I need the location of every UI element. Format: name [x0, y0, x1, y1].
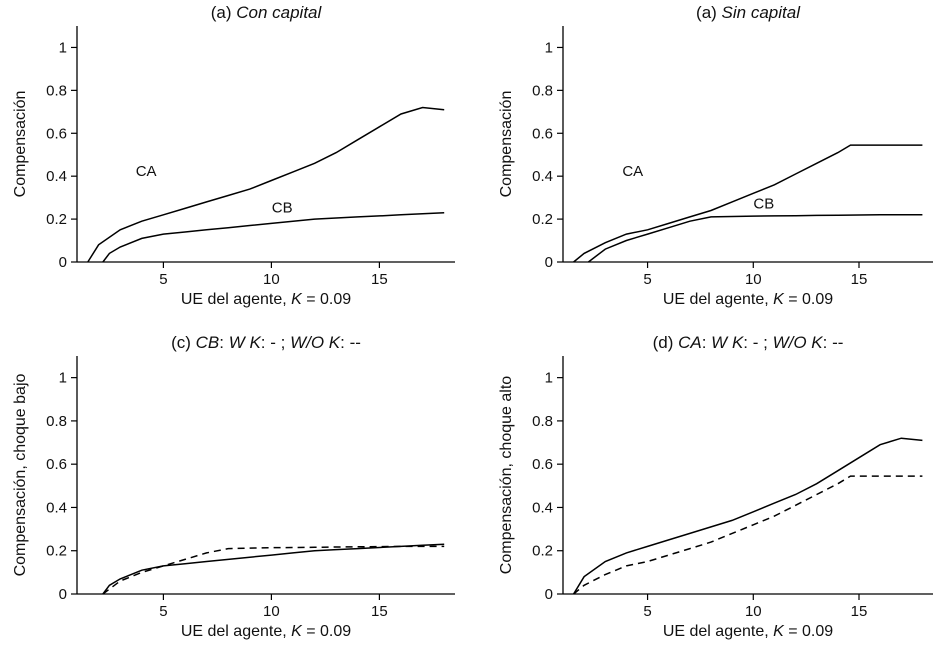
x-tick-label: 10 [745, 603, 762, 620]
text-part: Con capital [236, 3, 322, 22]
chart-title: (a) Con capital [211, 3, 323, 22]
text-part: UE del agente, [181, 623, 291, 640]
series-annotation: CA [136, 163, 157, 180]
y-tick-label: 0.4 [46, 168, 67, 185]
y-tick-label: 1 [545, 39, 553, 56]
text-part: W/O K [773, 333, 824, 352]
y-tick-label: 0.2 [532, 211, 553, 228]
y-tick-label: 0.2 [532, 543, 553, 560]
text-part: = 0.09 [302, 623, 351, 640]
chart-title: (d) CA: W K: - ; W/O K: -- [653, 333, 844, 352]
text-part: = 0.09 [784, 291, 833, 308]
series-annotation: CB [753, 195, 774, 212]
series-annotation: CB [272, 200, 293, 217]
text-part: K [291, 623, 303, 640]
text-part: W K [229, 333, 262, 352]
x-axis-label: UE del agente, K = 0.09 [181, 623, 351, 640]
x-tick-label: 15 [371, 271, 388, 288]
y-tick-label: 0.4 [46, 499, 67, 516]
series-line-ca [87, 106, 445, 263]
y-tick-label: 0.8 [532, 82, 553, 99]
text-part: : -- [823, 333, 844, 352]
text-part: (d) [653, 333, 679, 352]
y-tick-label: 0 [545, 254, 553, 271]
y-tick-label: 0.6 [532, 456, 553, 473]
text-part: K [291, 291, 303, 308]
chart-title: (a) Sin capital [696, 3, 801, 22]
x-tick-label: 15 [371, 603, 388, 620]
text-part: : [219, 333, 228, 352]
x-tick-label: 5 [643, 271, 651, 288]
text-part: CB [196, 333, 220, 352]
text-part: : - ; [261, 333, 290, 352]
series-line-1 [102, 543, 445, 595]
y-tick-label: 0 [59, 254, 67, 271]
text-part: Sin capital [722, 3, 802, 22]
y-tick-label: 0 [545, 586, 553, 603]
series-line-ca [573, 144, 923, 263]
y-tick-label: 0.4 [532, 499, 553, 516]
x-axis-label: UE del agente, K = 0.09 [663, 623, 833, 640]
y-tick-label: 0.6 [532, 125, 553, 142]
text-part: W/O K [290, 333, 341, 352]
chart-panel-4: 00.20.40.60.815 10 15(d) CA: W K: - ; W/O … [498, 333, 933, 640]
x-tick-label: 10 [263, 603, 280, 620]
text-part: K [773, 291, 785, 308]
y-axis-label: Compensación, choque bajo [12, 374, 29, 577]
series-line-cb [587, 214, 923, 263]
x-tick-label: 10 [263, 271, 280, 288]
x-axis-label: UE del agente, K = 0.09 [663, 291, 833, 308]
series-annotation: CA [622, 163, 643, 180]
y-tick-label: 0.6 [46, 456, 67, 473]
x-tick-label: 5 [643, 603, 651, 620]
text-part: UE del agente, [663, 291, 773, 308]
y-tick-label: 1 [59, 370, 67, 387]
text-part: (a) [696, 3, 722, 22]
chart-title: (c) CB: W K: - ; W/O K: -- [171, 333, 361, 352]
text-part: UE del agente, [663, 623, 773, 640]
text-part: W K [711, 333, 744, 352]
y-tick-label: 0.6 [46, 125, 67, 142]
y-axis-label: Compensación [498, 91, 515, 198]
y-axis-label: Compensación [12, 91, 29, 198]
series-line-2 [573, 475, 923, 595]
y-tick-label: 0 [59, 586, 67, 603]
text-part: CA [678, 333, 702, 352]
y-tick-label: 0.8 [46, 82, 67, 99]
text-part: : [702, 333, 711, 352]
text-part: (c) [171, 333, 196, 352]
y-axis-label: Compensación, choque alto [498, 376, 515, 574]
y-tick-label: 0.2 [46, 211, 67, 228]
x-tick-label: 5 [159, 271, 167, 288]
text-part: UE del agente, [181, 291, 291, 308]
y-tick-label: 0.4 [532, 168, 553, 185]
text-part: = 0.09 [784, 623, 833, 640]
text-part: (a) [211, 3, 237, 22]
series-line-cb [102, 211, 445, 263]
x-axis-label: UE del agente, K = 0.09 [181, 291, 351, 308]
text-part: = 0.09 [302, 291, 351, 308]
chart-panel-3: 00.20.40.60.815 10 15(c) CB: W K: - ; W/O … [12, 333, 455, 640]
text-part: K [773, 623, 785, 640]
y-tick-label: 0.8 [532, 413, 553, 430]
x-tick-label: 5 [159, 603, 167, 620]
series-line-1 [572, 437, 923, 595]
y-tick-label: 1 [545, 370, 553, 387]
text-part: : - ; [743, 333, 772, 352]
x-tick-label: 10 [745, 271, 762, 288]
y-tick-label: 1 [59, 39, 67, 56]
x-tick-label: 15 [851, 603, 868, 620]
y-tick-label: 0.2 [46, 543, 67, 560]
series-line-2 [102, 545, 445, 595]
x-tick-label: 15 [851, 271, 868, 288]
text-part: : -- [340, 333, 361, 352]
y-tick-label: 0.8 [46, 413, 67, 430]
